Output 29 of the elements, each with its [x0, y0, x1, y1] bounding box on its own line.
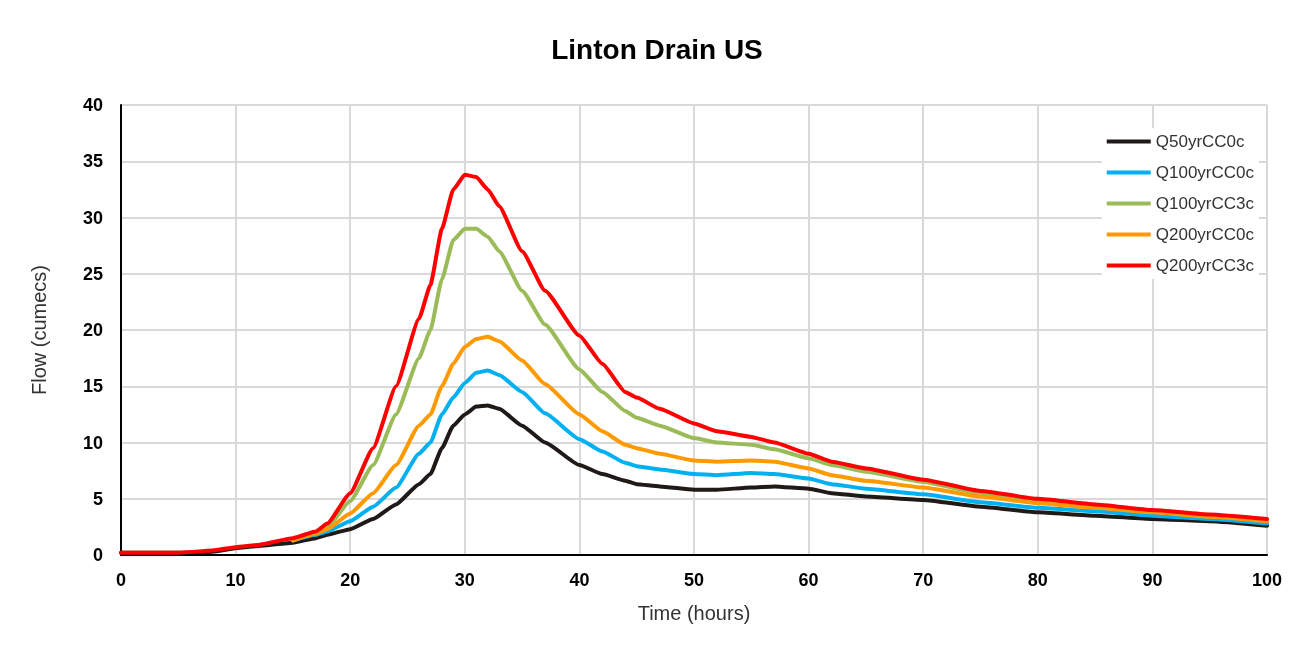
y-tick-label: 40 — [82, 95, 103, 115]
x-axis-title: Time (hours) — [637, 602, 751, 624]
legend-label: Q200yrCC0c — [1155, 225, 1255, 244]
x-tick-label: 90 — [1142, 570, 1163, 590]
x-tick-label: 60 — [798, 570, 819, 590]
x-tick-label: 50 — [683, 570, 705, 590]
y-tick-label: 5 — [92, 488, 103, 509]
y-tick-label: 15 — [82, 376, 103, 397]
x-tick-label: 10 — [225, 570, 246, 590]
y-tick-label: 35 — [82, 151, 103, 172]
legend-label: Q100yrCC0c — [1155, 163, 1255, 182]
x-tick-label: 20 — [340, 570, 361, 590]
y-tick-label: 10 — [82, 432, 103, 453]
x-tick-label: 0 — [115, 570, 127, 590]
legend-label: Q50yrCC0c — [1155, 132, 1246, 151]
x-tick-label: 70 — [913, 570, 934, 590]
legend-label: Q200yrCC3c — [1155, 256, 1255, 275]
y-tick-label: 20 — [82, 320, 103, 340]
x-tick-label: 100 — [1251, 570, 1283, 590]
x-tick-label: 30 — [454, 570, 475, 590]
y-tick-label: 25 — [82, 263, 103, 284]
chart-title: Linton Drain US — [551, 33, 763, 65]
line-series — [290, 334, 1269, 543]
legend-label: Q100yrCC3c — [1155, 194, 1255, 213]
y-axis-title: Flow (cumecs) — [28, 264, 50, 396]
x-tick-label: 40 — [569, 570, 590, 590]
x-tick-label: 80 — [1027, 570, 1048, 590]
y-tick-label: 0 — [92, 545, 103, 565]
y-tick-label: 30 — [82, 207, 103, 228]
